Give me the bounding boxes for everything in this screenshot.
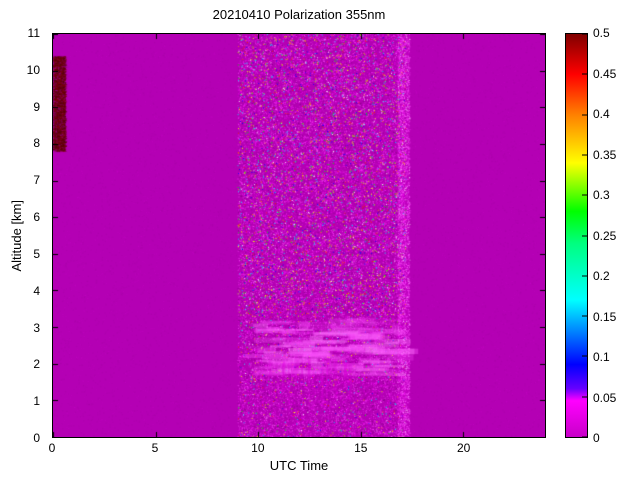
y-tick-label: 8 bbox=[33, 136, 40, 151]
colorbar-gradient bbox=[566, 34, 587, 437]
colorbar-tick-mark bbox=[582, 33, 587, 35]
y-tick-label: 1 bbox=[33, 394, 40, 409]
heatmap-canvas bbox=[53, 34, 545, 437]
colorbar-tick-mark bbox=[582, 114, 587, 116]
colorbar-tick-label: 0.15 bbox=[593, 309, 617, 324]
colorbar-tick-mark bbox=[582, 355, 587, 357]
colorbar-tick-label: 0.4 bbox=[593, 107, 610, 121]
y-tick-label: 10 bbox=[26, 62, 40, 77]
y-tick-label: 6 bbox=[33, 210, 40, 225]
y-tick-label: 3 bbox=[33, 320, 40, 335]
x-tick-label: 0 bbox=[48, 441, 56, 455]
y-tick-label: 4 bbox=[33, 283, 40, 298]
colorbar-tick-label: 0.25 bbox=[593, 228, 617, 243]
colorbar-tick-mark bbox=[582, 235, 587, 236]
x-tick-label: 10 bbox=[251, 441, 265, 455]
colorbar-tick-mark bbox=[582, 194, 587, 196]
colorbar-tick-label: 0.5 bbox=[593, 26, 610, 40]
plot-area bbox=[52, 33, 546, 438]
y-axis-tick-labels: 0 1 2 3 4 5 6 7 8 9 10 11 bbox=[0, 26, 46, 445]
colorbar-tick-label: 0.3 bbox=[593, 188, 610, 202]
colorbar-tick-label: 0.05 bbox=[593, 390, 617, 405]
y-tick-label: 11 bbox=[27, 26, 40, 40]
x-tick-label: 5 bbox=[151, 441, 159, 455]
y-tick-label: 0 bbox=[33, 431, 40, 445]
colorbar-tick-label: 0.2 bbox=[593, 269, 610, 283]
colorbar-tick-mark bbox=[582, 275, 587, 277]
colorbar-tick-label: 0.45 bbox=[593, 66, 617, 81]
chart-title: 20210410 Polarization 355nm bbox=[212, 7, 386, 22]
x-tick-label: 15 bbox=[354, 441, 368, 455]
colorbar-tick-mark bbox=[582, 396, 587, 398]
colorbar bbox=[565, 33, 588, 438]
y-tick-label: 9 bbox=[33, 99, 40, 114]
colorbar-tick-mark bbox=[582, 436, 587, 438]
y-tick-label: 2 bbox=[33, 357, 40, 372]
y-tick-label: 7 bbox=[33, 173, 40, 188]
colorbar-tick-label: 0.1 bbox=[593, 350, 610, 364]
colorbar-tick-mark bbox=[582, 315, 587, 317]
x-tick-label: 20 bbox=[456, 441, 471, 455]
colorbar-tick-label: 0.35 bbox=[593, 147, 617, 162]
colorbar-tick-mark bbox=[582, 73, 587, 75]
y-tick-label: 5 bbox=[33, 246, 40, 261]
x-axis-label: UTC Time bbox=[269, 458, 329, 473]
colorbar-tick-mark bbox=[582, 154, 587, 156]
colorbar-tick-labels: 0 0.05 0.1 0.15 0.2 0.25 0.3 0.35 0.4 0.45 0.5 bbox=[593, 26, 638, 445]
colorbar-tick-label: 0 bbox=[593, 431, 600, 445]
x-axis-tick-labels: 0 5 10 15 20 bbox=[48, 441, 546, 456]
